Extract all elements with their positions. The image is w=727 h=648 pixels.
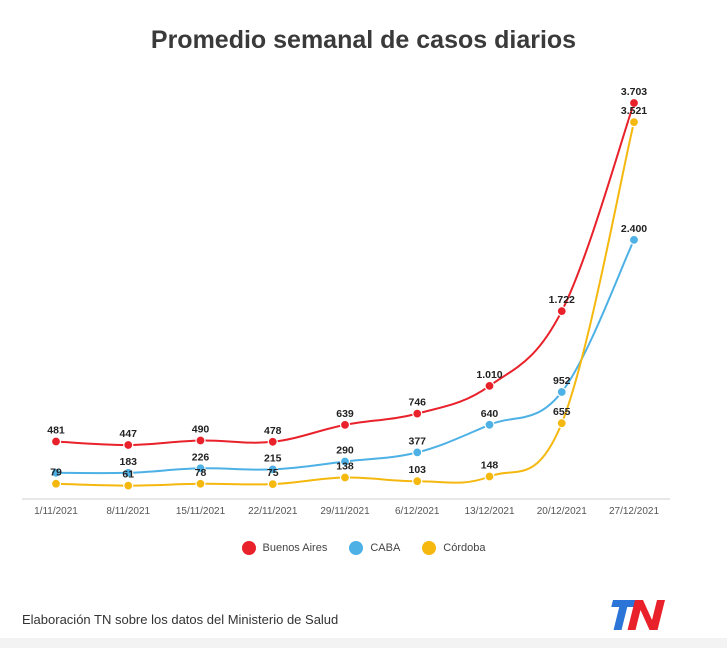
data-label-caba: 183: [119, 456, 137, 468]
legend-label: Córdoba: [443, 542, 486, 554]
data-point-caba[interactable]: [195, 463, 206, 474]
data-point-cordoba[interactable]: [50, 478, 62, 489]
x-tick-label: 6/12/2021: [395, 506, 440, 517]
data-label-cordoba: 61: [122, 469, 134, 481]
data-label-buenos-aires: 639: [336, 408, 354, 420]
data-point-cordoba[interactable]: [267, 479, 278, 490]
series-points: [50, 97, 640, 491]
x-tick-label: 22/11/2021: [248, 506, 298, 517]
legend-marker-caba: [349, 541, 364, 555]
x-tick-label: 29/11/2021: [320, 506, 370, 517]
x-tick-label: 8/11/2021: [106, 506, 150, 517]
legend-label: Buenos Aires: [262, 542, 328, 554]
x-tick-label: 27/12/2021: [609, 506, 659, 517]
data-label-buenos-aires: 478: [264, 425, 282, 437]
data-point-buenos-aires[interactable]: [556, 306, 567, 317]
legend-label: CABA: [370, 542, 401, 554]
data-point-caba[interactable]: [628, 234, 640, 245]
data-label-buenos-aires: 1.010: [476, 369, 502, 381]
data-label-caba: 290: [336, 445, 354, 457]
x-tick-label: 15/11/2021: [176, 506, 226, 517]
data-point-caba[interactable]: [412, 447, 423, 458]
legend-item-cordoba[interactable]: Córdoba: [422, 541, 486, 555]
series-line-buenos-aires: [55, 102, 635, 447]
data-label-cordoba: 655: [553, 406, 571, 418]
data-point-buenos-aires[interactable]: [267, 436, 278, 447]
data-label-cordoba: 3.521: [621, 105, 647, 117]
data-point-caba[interactable]: [267, 464, 278, 475]
x-tick-label: 13/12/2021: [464, 506, 514, 517]
data-label-cordoba: 79: [50, 467, 62, 479]
chart-title: Promedio semanal de casos diarios: [150, 26, 577, 54]
data-point-buenos-aires[interactable]: [412, 408, 423, 419]
data-label-cordoba: 78: [195, 467, 207, 479]
series-line-caba: [55, 239, 635, 475]
data-point-caba[interactable]: [484, 419, 495, 430]
legend-item-buenos-aires[interactable]: Buenos Aires: [241, 541, 328, 555]
x-tick-labels: 1/11/2021 8/11/2021 15/11/2021 22/11/2021 29…: [34, 506, 659, 517]
data-label-buenos-aires: 490: [192, 424, 210, 436]
data-label-buenos-aires: 3.703: [621, 86, 647, 98]
line-chart: 481 447 490 478 639 746 1.010 1.722 3.703 183 226 2…: [22, 86, 670, 517]
data-label-caba: 640: [481, 408, 499, 420]
data-point-buenos-aires[interactable]: [195, 435, 206, 446]
data-label-caba: 215: [264, 452, 282, 464]
data-point-caba[interactable]: [339, 456, 351, 467]
x-tick-label: 1/11/2021: [34, 506, 78, 517]
data-point-caba[interactable]: [123, 467, 134, 478]
data-point-cordoba[interactable]: [484, 471, 495, 482]
data-point-buenos-aires[interactable]: [50, 436, 62, 447]
data-point-buenos-aires[interactable]: [484, 380, 495, 391]
data-point-caba[interactable]: [50, 467, 62, 478]
source-note: Elaboración TN sobre los datos del Minis…: [22, 612, 339, 627]
data-point-cordoba[interactable]: [195, 478, 206, 489]
data-label-caba: 377: [408, 435, 426, 447]
legend-marker-cordoba: [422, 541, 437, 555]
x-tick-label: 20/12/2021: [537, 506, 587, 517]
series-line-cordoba: [55, 121, 635, 487]
data-label-cordoba: 75: [267, 467, 279, 479]
data-point-cordoba[interactable]: [628, 116, 640, 128]
bottom-strip: [0, 638, 727, 648]
data-point-caba[interactable]: [556, 386, 567, 398]
data-label-cordoba: 138: [336, 461, 354, 473]
data-point-cordoba[interactable]: [412, 476, 423, 487]
data-label-buenos-aires: 481: [47, 425, 65, 437]
data-label-caba: 2.400: [621, 223, 647, 235]
data-label-buenos-aires: 1.722: [549, 294, 575, 306]
data-point-cordoba[interactable]: [123, 480, 134, 491]
data-label-caba: 226: [192, 451, 210, 463]
legend-marker-buenos-aires: [241, 541, 256, 555]
data-label-buenos-aires: 447: [119, 428, 137, 440]
data-point-buenos-aires[interactable]: [339, 419, 351, 430]
data-label-cordoba: 103: [408, 464, 426, 476]
data-label-cordoba: 148: [481, 460, 499, 472]
data-label-buenos-aires: 746: [408, 397, 426, 409]
data-point-buenos-aires[interactable]: [123, 439, 134, 451]
data-point-buenos-aires[interactable]: [628, 97, 640, 109]
data-labels: 481 447 490 478 639 746 1.010 1.722 3.703 183 226 2…: [47, 86, 647, 481]
legend: Buenos Aires CABA Córdoba: [0, 541, 727, 555]
tn-logo: [611, 600, 666, 630]
data-point-cordoba[interactable]: [339, 472, 351, 483]
data-label-caba: 952: [553, 375, 571, 387]
data-point-cordoba[interactable]: [556, 418, 567, 429]
legend-item-caba[interactable]: CABA: [349, 541, 400, 555]
